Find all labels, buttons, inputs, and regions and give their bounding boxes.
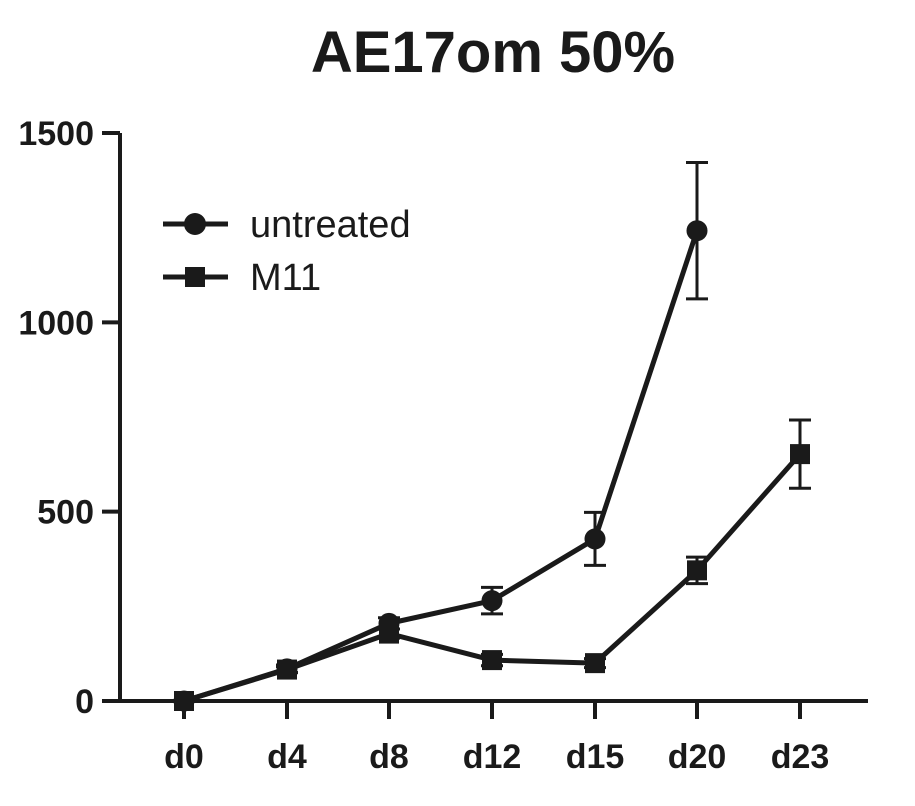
legend: untreated M11 <box>163 204 411 299</box>
y-tick-label: 1000 <box>18 304 94 342</box>
legend-item-untreated: untreated <box>163 204 411 246</box>
data-point <box>686 220 708 242</box>
y-tick-label: 0 <box>75 683 94 721</box>
data-point <box>277 659 297 680</box>
data-point <box>585 653 605 674</box>
x-tick-label: d15 <box>566 738 625 776</box>
y-tick-label: 1500 <box>18 115 94 153</box>
x-tick-label: d4 <box>267 738 307 776</box>
series-m11 <box>174 418 811 711</box>
legend-label: untreated <box>250 204 411 246</box>
x-tick-label: d23 <box>771 738 830 776</box>
legend-item-m11: M11 <box>163 257 321 299</box>
data-point <box>482 650 502 671</box>
x-tick-label: d20 <box>668 738 727 776</box>
data-point <box>790 444 810 465</box>
data-point <box>481 590 503 612</box>
data-point <box>379 623 399 644</box>
series-line <box>183 229 700 704</box>
x-tick-label: d12 <box>463 738 522 776</box>
data-point <box>584 528 606 550</box>
data-point <box>174 691 194 711</box>
axes: 0 500 1000 1500 d0 d4 d8 d12 d15 d20 d23 <box>18 115 868 776</box>
legend-label: M11 <box>250 257 321 299</box>
legend-marker <box>185 267 205 287</box>
data-point <box>687 560 707 581</box>
x-tick-label: d0 <box>164 738 204 776</box>
chart-title: AE17om 50% <box>311 20 675 85</box>
y-tick-label: 500 <box>37 494 94 532</box>
x-tick-label: d8 <box>369 738 409 776</box>
legend-marker <box>184 213 206 235</box>
series-layer <box>173 161 811 712</box>
